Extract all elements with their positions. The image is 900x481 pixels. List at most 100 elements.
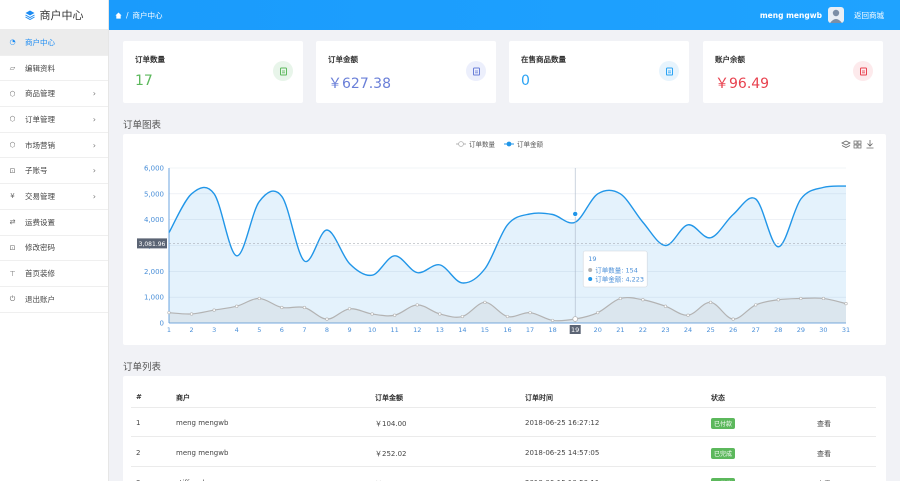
x-tick-label: 1: [167, 326, 171, 334]
row-status: 已发货: [711, 478, 736, 481]
x-tick-label: 30: [819, 326, 827, 334]
series-point-count: [686, 313, 690, 317]
stat-title: 账户余额: [715, 55, 745, 64]
layers-icon: [24, 10, 35, 20]
series-point-count: [370, 312, 374, 316]
grid-icon[interactable]: [857, 144, 862, 149]
home-icon[interactable]: [115, 11, 122, 19]
grid-icon[interactable]: [853, 144, 858, 149]
chart-tooltip: [582, 250, 648, 288]
series-point-count: [618, 296, 622, 301]
series-point-count: [844, 302, 848, 306]
x-tick-label: 11: [391, 326, 399, 334]
stat-value: ￥627.38: [328, 76, 391, 92]
amount-area: [169, 186, 846, 323]
power-icon: ⏻: [9, 294, 16, 303]
dashboard-icon: ◔: [9, 38, 16, 47]
sidebar: 商户中心 ◔ 商户中心 ▱ 编辑资料 ⬡ 商品管理 › ⬡ 订单管理 › ⬡ 市场营销 › ⊡ 子账号 › ¥ 交…: [0, 0, 109, 481]
grid-icon[interactable]: [857, 140, 862, 145]
avatar[interactable]: [828, 7, 844, 23]
series-point-count: [551, 318, 555, 323]
stat-title: 订单数量: [135, 55, 165, 64]
series-point-count: [663, 304, 668, 308]
row-number: 1: [136, 419, 141, 427]
series-point-count: [731, 317, 735, 321]
x-tick-label: 7: [302, 326, 306, 334]
top-bar: / 商户中心 meng mengwb 返回商城: [109, 0, 900, 30]
x-tick-label: 28: [774, 326, 782, 334]
x-tick-label: 20: [594, 326, 602, 334]
series-point-count: [438, 312, 442, 316]
legend-marker-amount[interactable]: [506, 141, 512, 147]
sidebar-item-5[interactable]: ⊡ 子账号 ›: [0, 158, 108, 185]
sidebar-item-1[interactable]: ▱ 编辑资料: [0, 56, 108, 82]
series-point-count: [528, 311, 532, 315]
chart-panel: 01,0002,0003,0004,0005,0006,000123456789…: [123, 134, 886, 345]
x-tick-label: 16: [503, 326, 511, 334]
sidebar-item-7[interactable]: ⇄ 运费设置: [0, 210, 108, 236]
series-line-amount: [168, 185, 847, 284]
y-tick-label: 6,000: [144, 165, 164, 173]
x-tick-label: 17: [526, 326, 534, 334]
view-order-link[interactable]: 查看: [817, 450, 831, 458]
x-tick-label: 18: [548, 326, 556, 334]
table-divider: [131, 436, 876, 437]
chevron-right-icon: ›: [92, 166, 96, 176]
legend-marker-count[interactable]: [458, 141, 464, 147]
x-tick-label: 23: [661, 326, 669, 334]
x-tick-label: 9: [347, 326, 351, 334]
grid-icon[interactable]: [853, 140, 858, 145]
row-status: 已付款: [711, 418, 736, 429]
cube-icon: ⬡: [9, 115, 16, 124]
sidebar-item-10[interactable]: ⏻ 退出账户: [0, 287, 108, 313]
download-icon[interactable]: [866, 140, 874, 149]
brush-icon: ⊤: [9, 269, 16, 278]
table-header-cell: 状态: [711, 394, 725, 402]
x-tick-label: 10: [368, 326, 376, 334]
sidebar-item-6[interactable]: ¥ 交易管理 ›: [0, 184, 108, 210]
series-point-count: [505, 314, 510, 319]
order-chart[interactable]: 01,0002,0003,0004,0005,0006,000123456789…: [123, 134, 886, 345]
cube-icon: ⬡: [9, 89, 16, 98]
breadcrumb-current[interactable]: 商户中心: [132, 10, 163, 20]
sidebar-item-label: 修改密码: [25, 243, 55, 253]
series-point-count: [325, 317, 329, 321]
sidebar-item-label: 子账号: [25, 166, 48, 176]
sidebar-item-0[interactable]: ◔ 商户中心: [0, 30, 108, 56]
sidebar-item-label: 运费设置: [25, 217, 55, 227]
stat-value: 0: [521, 73, 530, 89]
x-tick-label: 12: [413, 326, 421, 334]
hover-point-count[interactable]: [572, 316, 579, 322]
series-point-count: [167, 311, 171, 315]
truck-icon: ⇄: [9, 218, 16, 227]
sidebar-item-4[interactable]: ⬡ 市场营销 ›: [0, 133, 108, 159]
back-to-mall-link[interactable]: 返回商城: [854, 10, 884, 20]
row-merchant: meng mengwb: [176, 449, 229, 457]
hover-point-amount[interactable]: [572, 210, 579, 217]
tooltip-row: 订单金额: 4,223: [595, 275, 644, 284]
wallet-icon: [853, 61, 873, 81]
stack-icon[interactable]: [841, 140, 851, 148]
lock-icon: ⊡: [9, 166, 16, 175]
tooltip-title: 19: [588, 255, 596, 263]
sidebar-item-label: 首页装修: [25, 269, 55, 279]
series-point-count: [799, 296, 803, 301]
series-point-count: [302, 305, 306, 310]
series-point-count: [347, 307, 352, 311]
sidebar-item-8[interactable]: ⊡ 修改密码: [0, 236, 108, 262]
row-time: 2018-06-25 16:27:12: [525, 419, 600, 427]
row-number: 3: [136, 479, 140, 481]
status-badge: 已付款: [711, 418, 736, 429]
username[interactable]: meng mengwb: [759, 10, 822, 20]
series-point-count: [754, 303, 758, 307]
sidebar-item-2[interactable]: ⬡ 商品管理 ›: [0, 81, 108, 108]
sidebar-item-3[interactable]: ⬡ 订单管理 ›: [0, 107, 108, 133]
view-order-link[interactable]: 查看: [817, 420, 831, 428]
brand[interactable]: 商户中心: [0, 0, 108, 30]
y-tick-label: 0: [160, 320, 164, 328]
x-tick-label: 3: [212, 326, 216, 334]
clipboard-icon: [273, 61, 293, 81]
legend-label-count: 订单数量: [469, 140, 496, 149]
sidebar-item-9[interactable]: ⊤ 首页装修: [0, 261, 108, 287]
average-label-box: [137, 238, 167, 249]
